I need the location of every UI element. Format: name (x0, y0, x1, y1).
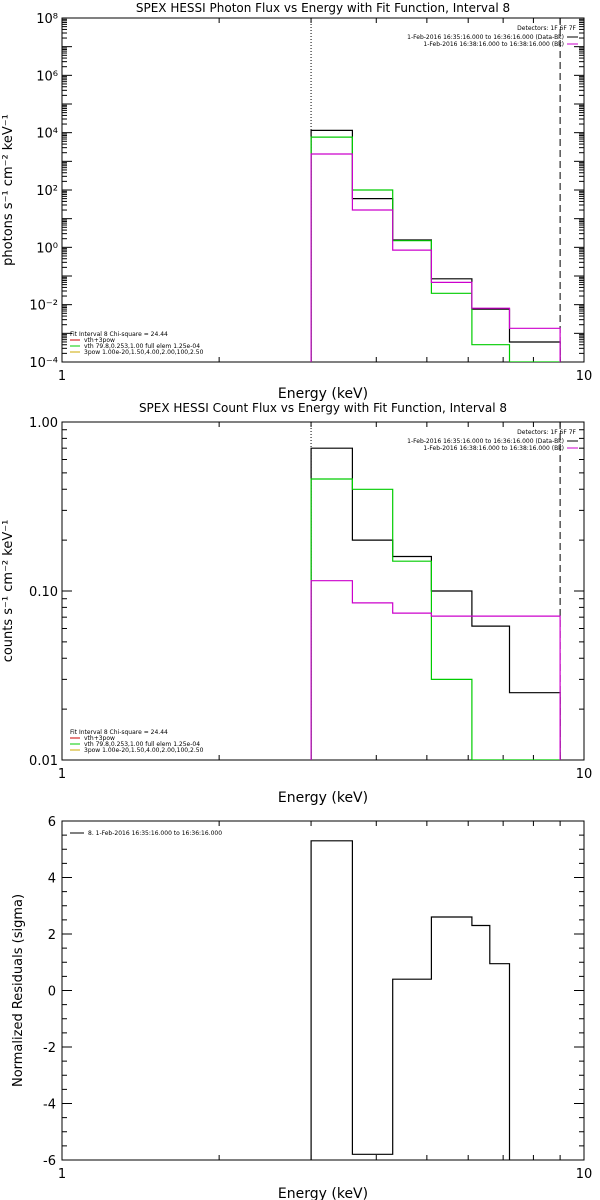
x-tick-label: 1 (58, 1167, 66, 1182)
series-line-1 (310, 447, 561, 760)
chart-2: SPEX HESSI Count Flux vs Energy with Fit… (1, 401, 592, 806)
y-tick-label: 0 (48, 985, 56, 1000)
y-tick-label: 10⁸ (36, 12, 58, 27)
y-tick-label: -4 (43, 1098, 56, 1113)
y-axis-label: photons s⁻¹ cm⁻² keV⁻¹ (1, 114, 16, 266)
series-group (310, 447, 561, 760)
legend-entry-text: 1-Feb-2016 16:38:16.000 to 16:38:16.000 … (423, 41, 564, 48)
x-axis-label: Energy (keV) (278, 386, 368, 402)
legend-entry-text: 8. 1-Feb-2016 16:35:16.000 to 16:36:16.0… (88, 830, 222, 837)
y-axis-label: Normalized Residuals (sigma) (11, 894, 26, 1087)
fit-legend-text: vth 79.8,0.253,1.00 full elem 1.25e-04 (84, 343, 200, 350)
legend-entry-text: 1-Feb-2016 16:35:16.000 to 16:36:16.000 … (407, 438, 564, 445)
x-axis-label: Energy (keV) (278, 790, 368, 806)
y-tick-label: 10⁴ (36, 127, 58, 142)
y-tick-label: 0.01 (29, 754, 58, 769)
x-tick-label: 10 (576, 1167, 593, 1182)
plot-frame (61, 17, 585, 363)
x-tick-label: 1 (58, 767, 66, 782)
y-tick-label: 10⁰ (36, 241, 58, 256)
chart-title: SPEX HESSI Count Flux vs Energy with Fit… (139, 401, 507, 415)
series-line-3 (310, 153, 561, 362)
plot-frame (61, 820, 585, 1161)
x-tick-label: 1 (58, 369, 66, 384)
series-line-2 (310, 136, 561, 362)
y-tick-label: 10² (36, 184, 58, 199)
chart-title: SPEX HESSI Photon Flux vs Energy with Fi… (136, 1, 510, 15)
chart-1: SPEX HESSI Photon Flux vs Energy with Fi… (1, 1, 592, 402)
series-line-1 (310, 129, 561, 362)
fit-legend-header: Fit Interval 8 Chi-square = 24.44 (70, 331, 168, 338)
fit-legend-text: vth 79.8,0.253,1.00 full elem 1.25e-04 (84, 741, 200, 748)
y-tick-label: 10⁻² (29, 299, 58, 314)
legend-entry-text: 1-Feb-2016 16:38:16.000 to 16:38:16.000 … (423, 445, 564, 452)
series-group (310, 840, 511, 1160)
fit-legend-text: vth+3pow (84, 337, 115, 344)
y-tick-label: 0.10 (29, 585, 58, 600)
y-tick-label: 2 (48, 928, 56, 943)
fit-legend-text: vth+3pow (84, 735, 115, 742)
series-group (310, 129, 561, 362)
series-line-3 (310, 580, 561, 760)
y-tick-label: 6 (48, 815, 56, 830)
detectors-label: Detectors: 1F 6F 7F (517, 429, 576, 436)
y-tick-label: 10⁻⁴ (29, 356, 58, 371)
y-tick-label: 4 (48, 872, 56, 887)
fit-legend-header: Fit Interval 8 Chi-square = 24.44 (70, 729, 168, 736)
x-tick-label: 10 (576, 369, 593, 384)
y-axis-label: counts s⁻¹ cm⁻² keV⁻¹ (1, 520, 16, 663)
series-line-2 (310, 478, 561, 760)
plot-frame (61, 421, 585, 761)
series-line-1 (310, 840, 511, 1160)
x-tick-label: 10 (576, 767, 593, 782)
legend-entry-text: 1-Feb-2016 16:35:16.000 to 16:36:16.000 … (407, 34, 564, 41)
chart-3: 1 10 Energy (keV) -6 -4 -2 0 2 4 6 Normalized Resi… (11, 815, 592, 1200)
y-tick-label: 10⁶ (36, 69, 58, 84)
y-tick-label: 1.00 (29, 416, 58, 431)
fit-legend-text: 3pow 1.00e-20,1.50,4.00,2.00,100,2.50 (84, 349, 204, 356)
y-tick-label: -2 (43, 1041, 56, 1056)
y-tick-label: -6 (43, 1154, 56, 1169)
detectors-label: Detectors: 1F 6F 7F (517, 25, 576, 32)
fit-legend-text: 3pow 1.00e-20,1.50,4.00,2.00,100,2.50 (84, 747, 204, 754)
x-axis-label: Energy (keV) (278, 1186, 368, 1200)
